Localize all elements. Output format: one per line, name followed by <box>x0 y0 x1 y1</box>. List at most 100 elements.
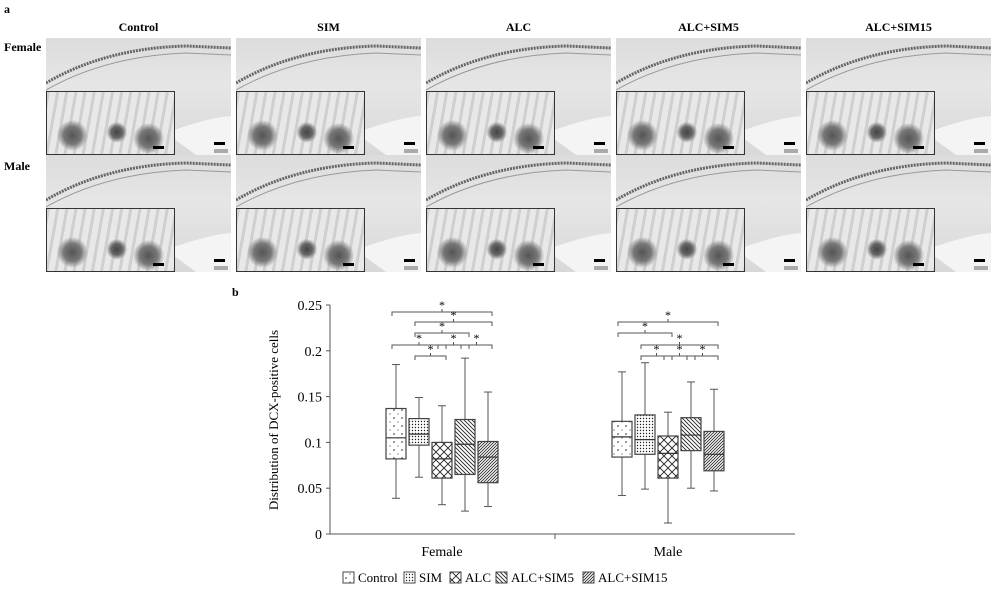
y-tick-label: 0.2 <box>305 345 323 360</box>
significance-bracket <box>663 353 696 360</box>
legend-swatch <box>582 571 595 584</box>
scale-bar <box>913 263 924 266</box>
x-category-label: Male <box>654 545 683 560</box>
box-alc <box>431 441 453 479</box>
scale-label <box>594 266 608 270</box>
micrograph-female-4 <box>806 38 991 155</box>
y-tick-label: 0.05 <box>298 482 323 497</box>
scale-label <box>594 149 608 153</box>
inset-magnified <box>426 208 555 272</box>
scale-bar <box>784 259 795 262</box>
significance-star: * <box>677 342 683 356</box>
column-title: SIM <box>317 20 340 34</box>
significance-bracket <box>640 353 673 360</box>
box-alc-sim15 <box>703 430 725 472</box>
scale-bar <box>784 142 795 145</box>
box-sim <box>634 414 656 455</box>
micrograph-male-1 <box>236 155 421 272</box>
significance-bracket <box>391 342 447 349</box>
column-title: Control <box>118 20 159 34</box>
scale-bar <box>343 263 354 266</box>
box-alc-sim5 <box>680 417 702 452</box>
box-alc-sim15 <box>477 440 499 484</box>
scale-label <box>974 266 988 270</box>
scale-bar <box>533 146 544 149</box>
micrograph-male-0 <box>46 155 231 272</box>
scale-bar <box>404 259 415 262</box>
significance-bracket <box>617 330 673 337</box>
inset-magnified <box>426 91 555 155</box>
significance-bracket <box>414 353 447 360</box>
x-category-label: Female <box>421 545 462 560</box>
scale-bar <box>214 142 225 145</box>
box-alc <box>657 435 679 479</box>
scale-bar <box>533 263 544 266</box>
y-tick-label: 0 <box>315 528 322 543</box>
legend-swatch <box>449 571 462 584</box>
significance-star: * <box>451 331 457 345</box>
scale-label <box>404 149 418 153</box>
scale-bar <box>974 259 985 262</box>
significance-bracket <box>686 353 719 360</box>
scale-bar <box>594 259 605 262</box>
y-axis-label: Distribution of DCX-positive cells <box>266 330 281 510</box>
y-tick-label: 0.25 <box>298 299 323 314</box>
inset-magnified <box>616 208 745 272</box>
scale-bar <box>153 146 164 149</box>
scale-label <box>784 149 798 153</box>
significance-bracket <box>414 319 493 326</box>
inset-magnified <box>46 91 175 155</box>
micrograph-male-4 <box>806 155 991 272</box>
column-title: ALC <box>505 20 532 34</box>
inset-magnified <box>806 91 935 155</box>
scale-bar <box>153 263 164 266</box>
micrograph-female-1 <box>236 38 421 155</box>
scale-label <box>214 149 228 153</box>
significance-star: * <box>439 319 445 333</box>
scale-label <box>404 266 418 270</box>
y-tick-label: 0.1 <box>305 436 323 451</box>
significance-star: * <box>416 331 422 345</box>
inset-magnified <box>46 208 175 272</box>
significance-star: * <box>677 331 683 345</box>
legend-label: ALC <box>465 570 491 585</box>
significance-bracket <box>617 319 719 326</box>
box-sim <box>408 417 430 446</box>
inset-magnified <box>806 208 935 272</box>
scale-bar <box>913 146 924 149</box>
significance-bracket <box>437 342 470 349</box>
legend-label: Control <box>358 570 398 585</box>
scale-label <box>784 266 798 270</box>
micrograph-female-2 <box>426 38 611 155</box>
inset-magnified <box>616 91 745 155</box>
significance-bracket <box>391 309 493 316</box>
column-title: ALC+SIM15 <box>865 20 932 34</box>
column-title: ALC+SIM5 <box>678 20 739 34</box>
inset-magnified <box>236 91 365 155</box>
scale-bar <box>343 146 354 149</box>
significance-star: * <box>654 342 660 356</box>
significance-star: * <box>439 298 445 312</box>
significance-bracket <box>460 342 493 349</box>
significance-star: * <box>665 308 671 322</box>
legend-swatch <box>342 571 355 584</box>
micrograph-female-0 <box>46 38 231 155</box>
scale-bar <box>594 142 605 145</box>
box-alc-sim5 <box>454 418 476 476</box>
box-control <box>611 420 633 458</box>
scale-bar <box>723 146 734 149</box>
scale-bar <box>974 142 985 145</box>
row-label-female: Female <box>4 40 42 54</box>
micrograph-male-3 <box>616 155 801 272</box>
significance-star: * <box>700 342 706 356</box>
panel-a-label: a <box>4 2 10 16</box>
legend-label: ALC+SIM5 <box>511 570 574 585</box>
box-control <box>385 407 407 460</box>
scale-label <box>974 149 988 153</box>
significance-star: * <box>428 342 434 356</box>
row-label-male: Male <box>4 159 30 173</box>
inset-magnified <box>236 208 365 272</box>
significance-star: * <box>642 319 648 333</box>
significance-bracket <box>640 342 719 349</box>
